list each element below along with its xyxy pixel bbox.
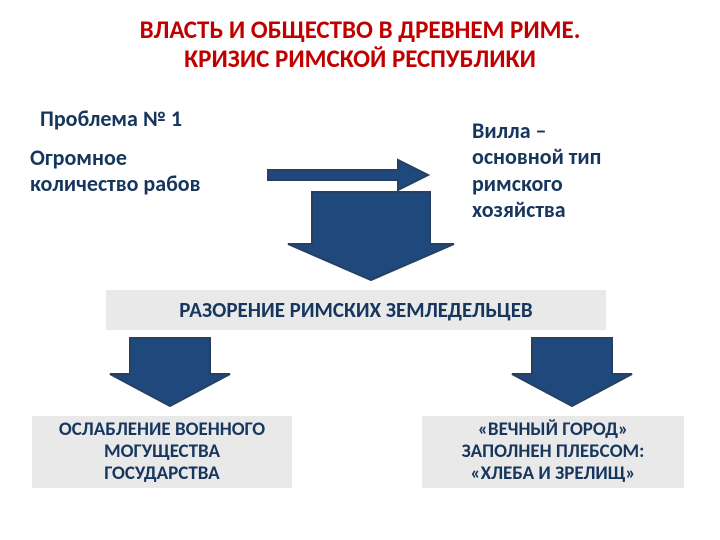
problem-label: Проблема № 1 [40, 105, 182, 132]
right-line3: римского [472, 170, 563, 197]
arrow-down-center-icon [286, 190, 456, 282]
right-line1: Вилла – [472, 117, 547, 144]
title-line1: ВЛАСТЬ И ОБЩЕСТВО В ДРЕВНЕМ РИМЕ. [140, 14, 581, 45]
banner-main-text: РАЗОРЕНИЕ РИМСКИХ ЗЕМЛЕДЕЛЬЦЕВ [179, 298, 532, 322]
banner-right: «ВЕЧНЫЙ ГОРОД» ЗАПОЛНЕН ПЛЕБСОМ: «ХЛЕБА … [422, 416, 684, 488]
banner-left-line2: МОГУЩЕСТВА [104, 440, 220, 463]
left-line2: количество рабов [30, 170, 201, 197]
right-line2: основной тип [472, 143, 601, 170]
right-text-block: Вилла – основной тип римского хозяйства [472, 118, 601, 224]
left-text-block: Огромное количество рабов [30, 145, 201, 198]
arrow-down-left-icon [108, 336, 232, 408]
banner-main: РАЗОРЕНИЕ РИМСКИХ ЗЕМЛЕДЕЛЬЦЕВ [106, 290, 606, 330]
slide-title: ВЛАСТЬ И ОБЩЕСТВО В ДРЕВНЕМ РИМЕ. КРИЗИС… [40, 16, 680, 74]
banner-left-line3: ГОСУДАРСТВА [104, 462, 219, 485]
banner-right-line2: ЗАПОЛНЕН ПЛЕБСОМ: [462, 440, 645, 463]
arrow-down-right-icon [510, 336, 634, 408]
left-line1: Огромное [30, 144, 127, 171]
title-line2: КРИЗИС РИМСКОЙ РЕСПУБЛИКИ [184, 43, 536, 74]
banner-left: ОСЛАБЛЕНИЕ ВОЕННОГО МОГУЩЕСТВА ГОСУДАРСТ… [32, 416, 292, 488]
banner-left-line1: ОСЛАБЛЕНИЕ ВОЕННОГО [59, 418, 265, 441]
banner-right-line1: «ВЕЧНЫЙ ГОРОД» [478, 418, 629, 441]
arrow-right-icon [266, 158, 430, 192]
banner-right-line3: «ХЛЕБА И ЗРЕЛИЩ» [470, 462, 635, 485]
right-line4: хозяйства [472, 196, 566, 223]
